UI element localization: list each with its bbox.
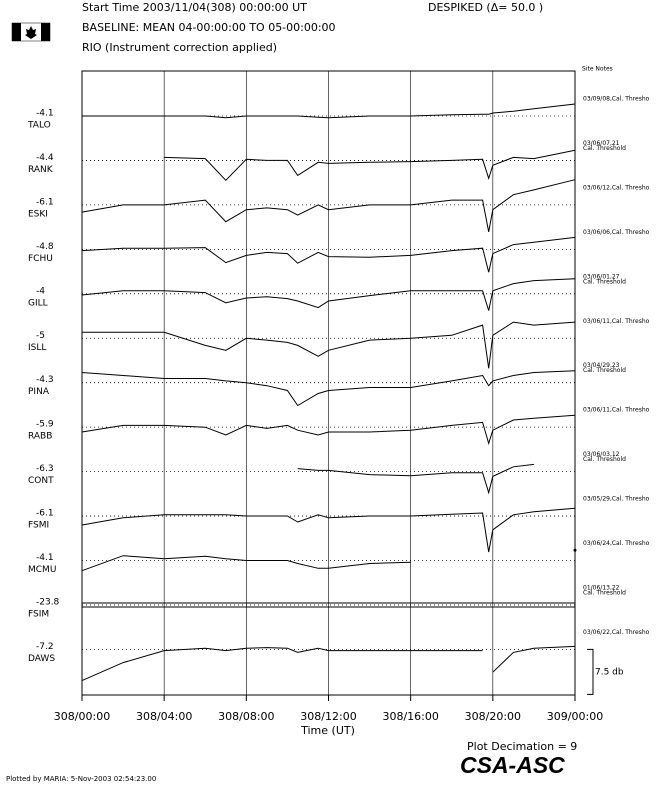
flag-icon (11, 22, 51, 42)
station-name: FCHU (28, 254, 53, 264)
trace (81, 370, 576, 407)
baseline-value: -4.8 (36, 242, 54, 252)
trace (81, 507, 576, 553)
decimation: Plot Decimation = 9 (467, 740, 577, 753)
trace (164, 149, 576, 182)
x-tick-label: 308/08:00 (218, 710, 274, 723)
station-name: ESKI (28, 209, 48, 219)
trace (81, 414, 576, 446)
site-note: 03/06/11,Cal. Thresho (583, 318, 650, 325)
site-note: 03/06/06,Cal. Thresho (583, 229, 650, 236)
x-tick-label: 308/04:00 (136, 710, 192, 723)
site-note: Cal. Threshold (583, 456, 626, 463)
baseline-value: -7.2 (36, 642, 54, 652)
baseline-value: -23.8 (36, 597, 60, 607)
logo: CSA-ASC (460, 752, 565, 778)
baseline-value: -4.3 (36, 375, 54, 385)
trace (82, 321, 576, 369)
title: Start Time 2003/11/04(308) 00:00:00 UT (82, 1, 307, 14)
station-name: PINA (28, 387, 50, 397)
instrument-note: RIO (Instrument correction applied) (82, 41, 277, 54)
site-note: 03/06/11,Cal. Thresho (583, 407, 650, 414)
baseline-value: -5.9 (36, 420, 54, 430)
station-name: FSMI (28, 521, 49, 531)
despike: DESPIKED (Δ= 50.0 ) (428, 1, 543, 14)
x-tick-label: 308/20:00 (465, 710, 521, 723)
site-note: 03/06/22,Cal. Thresho (583, 629, 650, 636)
site-note: Cal. Threshold (583, 145, 626, 152)
station-name: CONT (28, 476, 54, 486)
station-name: GILL (28, 298, 48, 308)
station-name: FSIM (28, 609, 49, 619)
site-note: 03/06/01,27 (583, 273, 620, 280)
baseline-value: -4 (36, 286, 45, 296)
baseline-value: -5 (36, 331, 45, 341)
trace (81, 236, 576, 273)
scale-bar-label: 7.5 db (595, 667, 624, 677)
site-note: 01/06/13,22 (583, 584, 620, 591)
station-name: ISLL (28, 343, 46, 353)
site-note: Cal. Threshold (583, 367, 626, 374)
site-note: 03/06/03,12 (583, 451, 620, 458)
x-tick-label: 308/12:00 (300, 710, 356, 723)
x-axis-label: Time (UT) (300, 724, 355, 737)
site-note: 03/05/29,Cal. Thresho (583, 496, 650, 503)
site-note: Cal. Threshold (583, 278, 626, 285)
site-note: 03/09/08,Cal. Thresho (583, 96, 650, 103)
x-tick-label: 309/00:00 (547, 710, 603, 723)
footer: Plotted by MARIA: 5-Nov-2003 02:54:23.00 (6, 775, 156, 783)
trace (81, 278, 576, 311)
baseline-value: -6.3 (36, 464, 54, 474)
station-name: RABB (28, 432, 52, 442)
x-tick-label: 308/16:00 (382, 710, 438, 723)
trace (297, 463, 534, 495)
baseline-value: -4.1 (36, 553, 54, 563)
trace (82, 103, 576, 119)
station-name: DAWS (28, 654, 55, 664)
site-note: 03/04/29,23 (583, 362, 620, 369)
site-note: 03/06/24,Cal. Thresho (583, 540, 650, 547)
trace (81, 555, 411, 572)
site-notes-label: Site Notes (582, 66, 613, 73)
site-note: 03/06/12,Cal. Thresho (583, 184, 650, 191)
site-note: 03/06/07,21 (583, 140, 620, 147)
baseline-value: -6.1 (36, 197, 54, 207)
subtitle: BASELINE: MEAN 04-00:00:00 TO 05-00:00:0… (82, 21, 336, 34)
baseline-value: -4.1 (36, 109, 54, 119)
trace (492, 645, 576, 673)
trace (81, 179, 576, 232)
x-tick-label: 308/00:00 (54, 710, 110, 723)
trace (81, 647, 483, 682)
station-name: TALO (27, 121, 51, 131)
scale-bar (587, 648, 594, 695)
trace-point (573, 548, 577, 552)
site-note: Cal. Threshold (583, 589, 626, 596)
baseline-value: -4.4 (36, 153, 54, 163)
station-name: RANK (28, 165, 54, 175)
baseline-value: -6.1 (36, 509, 54, 519)
station-name: MCMU (28, 565, 56, 575)
